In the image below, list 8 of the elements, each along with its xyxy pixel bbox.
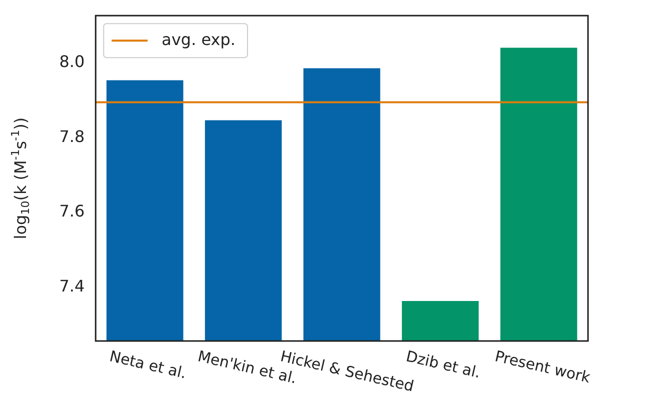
- y-tick-label: 7.6: [59, 202, 85, 221]
- y-tick-label: 7.8: [59, 126, 85, 146]
- x-tick-label: Neta et al.: [108, 347, 188, 382]
- y-tick-label: 7.4: [59, 276, 85, 296]
- y-tick-label: 8.0: [59, 52, 85, 72]
- y-axis-title: log10(k (M-1s-1)): [8, 117, 32, 240]
- legend-label: avg. exp.: [162, 30, 236, 49]
- x-tick-label: Present work: [493, 347, 592, 387]
